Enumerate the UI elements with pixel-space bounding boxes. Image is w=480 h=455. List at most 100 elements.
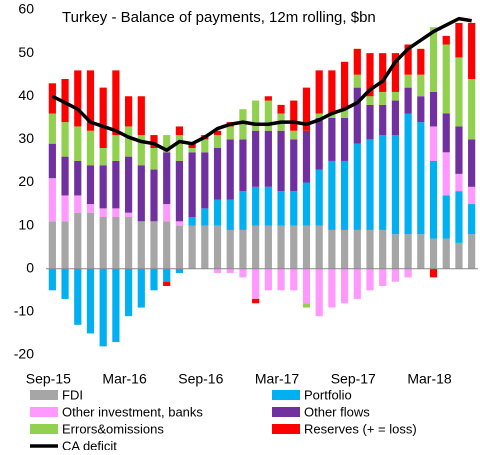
bar [124,217,133,269]
bar [442,44,450,114]
x-tick-label: Mar-18 [407,371,452,387]
x-tick-label: Mar-17 [255,371,300,387]
bar [99,165,107,209]
bar [442,152,450,196]
bar [163,152,171,205]
bar [112,268,120,343]
x-tick-label: Sep-15 [26,371,71,387]
bar [264,130,272,187]
x-tick-label: Sep-17 [331,371,376,387]
bar [442,195,450,239]
bar [175,221,184,226]
bar [404,268,412,278]
bar [112,160,120,209]
x-tick-label: Mar-16 [102,371,147,387]
bar [442,35,450,45]
bar [353,229,361,269]
y-tick-label: -10 [14,303,34,319]
bar [302,268,311,304]
bar [99,268,107,347]
bar [302,225,311,269]
bar [404,74,412,88]
bar [353,268,361,299]
bar [379,229,387,269]
y-tick-label: 50 [18,44,34,60]
bar [404,234,412,269]
bar [163,135,171,153]
bar [48,113,56,144]
bar [468,139,476,187]
legend-label: Other investment, banks [62,404,203,419]
bar [137,96,145,136]
bar [124,156,133,213]
x-tick-label: Sep-16 [178,371,223,387]
bar [175,225,184,269]
bar [379,104,387,136]
bar [417,122,425,235]
bar [264,96,272,101]
bar [163,221,171,269]
bar [379,91,387,105]
bar [150,268,158,291]
bar [61,195,69,222]
bar [137,165,145,222]
bar [201,225,209,269]
bar [252,298,260,304]
bar [353,143,361,230]
bar [201,152,209,209]
bar [188,143,196,148]
bar [239,109,247,140]
bar [290,130,298,140]
bar [455,191,463,243]
bar [302,87,311,131]
bar [74,268,82,325]
bar [252,100,260,131]
bar [61,268,69,299]
bar [264,100,272,131]
bar [86,70,95,131]
bar [290,268,298,291]
bar [379,268,387,286]
bar [468,204,476,235]
bar [442,238,450,269]
legend-swatch [30,390,58,400]
bar [391,135,400,235]
legend-swatch [272,390,300,400]
legend-swatch [272,424,300,434]
bar [366,96,374,105]
bar [252,186,260,226]
bar [429,126,438,161]
line [51,16,472,152]
bar [74,70,82,127]
bar [48,178,56,222]
bar [188,152,196,217]
bar [239,268,247,278]
bar [328,113,336,118]
bar [442,113,450,153]
bar [226,199,234,230]
bar [175,135,184,161]
bar [277,104,285,114]
bar [353,48,361,75]
bar [99,208,107,217]
bar [302,303,311,308]
bar [124,96,133,127]
bar [328,117,336,161]
bar [150,169,158,222]
bar [175,160,184,222]
legend-label: Reserves (+ = loss) [304,421,417,436]
bar [48,268,56,291]
bar [163,281,171,286]
bar [150,148,158,170]
bar [340,160,349,230]
bar [86,204,95,213]
bar [277,268,285,291]
bar [175,268,184,274]
bar [124,212,133,217]
bar [74,126,82,161]
bar [353,87,361,144]
bar [417,96,425,123]
bar [379,135,387,230]
y-tick-label: 30 [18,130,34,146]
bar [290,225,298,269]
